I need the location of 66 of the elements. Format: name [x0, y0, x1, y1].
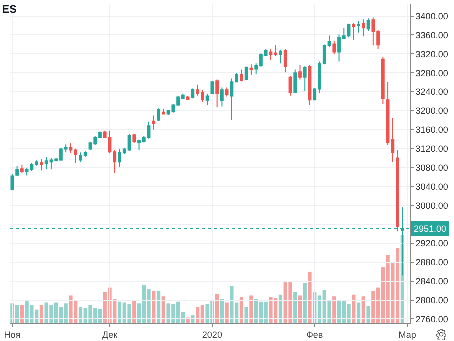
y-tick-label: 2880.00 — [416, 258, 448, 268]
candlestick — [240, 69, 244, 82]
candlestick — [250, 64, 254, 76]
x-tick-label: 2020 — [202, 330, 222, 340]
candlestick — [216, 79, 220, 108]
bar — [225, 302, 229, 323]
y-tick-label: 3120.00 — [416, 144, 448, 154]
candlestick — [332, 40, 336, 56]
y-tick-label: 2760.00 — [416, 314, 448, 324]
y-tick-label: 3360.00 — [416, 30, 448, 40]
y-tick-label: 3280.00 — [416, 68, 448, 78]
candlestick — [352, 22, 356, 40]
candlestick — [381, 56, 385, 105]
candlestick — [396, 150, 400, 232]
candlestick — [40, 158, 44, 172]
candlestick — [132, 134, 136, 144]
bar — [244, 307, 248, 323]
y-tick-label: 2920.00 — [416, 238, 448, 249]
candlestick — [294, 69, 298, 94]
candlestick — [206, 93, 210, 106]
bar — [20, 305, 24, 323]
candlestick — [210, 80, 214, 94]
bar — [294, 292, 298, 323]
y-tick-label: 3000.00 — [416, 200, 448, 211]
candlestick — [284, 48, 288, 74]
bar — [191, 315, 195, 323]
candlestick — [366, 18, 370, 32]
bar — [366, 306, 370, 323]
chart-title: ES — [2, 4, 17, 16]
x-tick-label: Ноя — [4, 330, 21, 340]
bar — [186, 318, 190, 323]
bar — [308, 272, 312, 323]
y-tick-label: 3200.00 — [416, 106, 448, 116]
candlestick — [298, 64, 302, 80]
candlestick — [191, 88, 195, 100]
bar — [250, 296, 254, 323]
candlestick — [162, 109, 166, 116]
candlestick — [157, 108, 160, 122]
candlestick — [16, 166, 20, 177]
x-tick-label: Мар — [398, 330, 416, 340]
y-tick-label: 3160.00 — [416, 125, 448, 136]
y-tick-label: 2800.00 — [416, 295, 448, 306]
candlestick — [308, 64, 312, 106]
y-tick-label: 3240.00 — [416, 87, 448, 98]
candlestick — [357, 21, 360, 34]
bar — [303, 283, 307, 323]
bar — [356, 302, 361, 323]
y-tick-label: 3080.00 — [416, 162, 448, 173]
ref-line-label: 2951.00 — [414, 224, 447, 234]
y-tick-label: 3320.00 — [416, 49, 448, 60]
candlestick — [10, 174, 14, 191]
x-tick-label: Дек — [102, 330, 118, 340]
candlestick — [362, 19, 366, 38]
y-tick-label: 2840.00 — [416, 276, 448, 286]
candlestick — [279, 49, 282, 64]
x-tick-label: Фев — [306, 330, 324, 340]
candlestick — [220, 87, 224, 108]
candlestick — [288, 76, 292, 96]
candlestick — [303, 66, 307, 92]
candlestick — [152, 115, 156, 130]
candlestick — [20, 164, 24, 174]
bar — [40, 305, 44, 323]
candlestick — [225, 87, 229, 98]
y-tick-label: 3040.00 — [416, 182, 448, 192]
y-tick-label: 3400.00 — [416, 11, 448, 22]
candlestick — [244, 66, 248, 81]
